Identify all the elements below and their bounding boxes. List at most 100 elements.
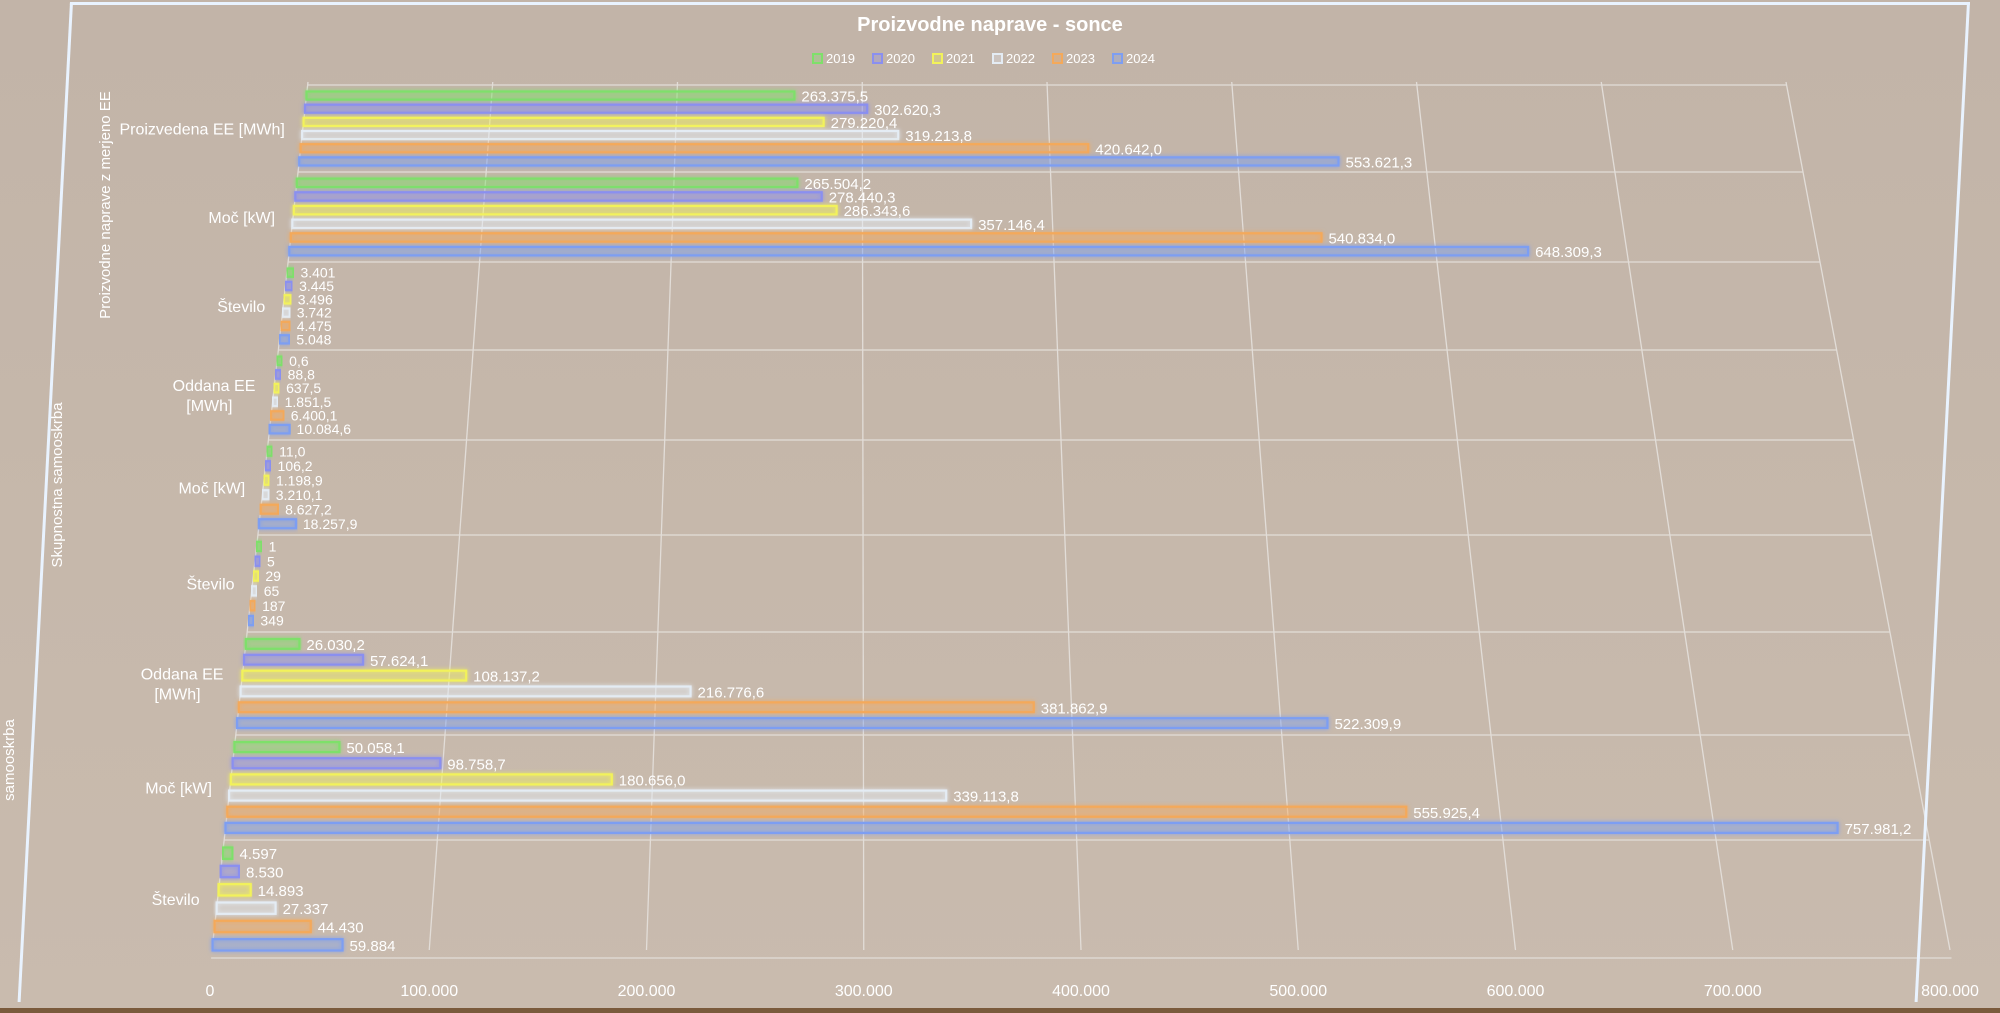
bar [266,445,274,457]
data-label: 18.257,9 [303,516,358,532]
data-label: 180.656,0 [619,772,686,789]
bar [285,267,295,278]
data-label: 3.210,1 [276,487,323,503]
data-label: 3.445 [299,278,334,294]
legend-swatch [992,53,1003,64]
bar [226,805,1408,818]
data-label: 420.642,0 [1095,141,1162,158]
data-label: 302.620,3 [874,102,941,119]
legend-swatch [812,53,823,64]
legend-label: 2020 [886,51,915,66]
x-tick-label: 0 [206,983,215,1000]
data-label: 1.198,9 [276,472,323,488]
legend-item: 2020 [872,51,915,66]
bar [279,320,291,332]
data-label: 65 [264,583,280,599]
bar [227,789,948,802]
data-label: 11,0 [279,443,305,459]
legend-item: 2019 [812,51,855,66]
category-label: Proizvedena EE [MWh] [119,122,284,139]
legend-swatch [932,53,943,64]
data-label: 8.627,2 [285,501,332,517]
data-label: 57.624,1 [370,653,428,670]
bar [237,701,1035,714]
data-label: 279.220,4 [831,115,898,132]
group-label: samooskrba [1,718,18,800]
x-tick-label: 200.000 [618,983,676,1000]
bar [261,489,270,501]
bar [248,600,257,612]
data-label: 263.375,5 [801,89,868,106]
bar [302,116,825,128]
data-label: 286.343,6 [844,203,911,220]
data-label: 637,5 [286,380,321,396]
legend-swatch [1112,53,1123,64]
data-label: 108.137,2 [473,669,540,686]
bar [233,740,341,754]
bar [231,757,442,770]
legend-item: 2023 [1052,51,1095,66]
bar [305,90,796,101]
data-label: 10.084,6 [297,421,352,437]
bar [295,177,799,189]
legend-label: 2021 [946,51,975,66]
data-label: 339.113,8 [953,789,1019,806]
category-labels: Proizvedena EE [MWh] Moč [kW] Število Oddan… [119,122,284,910]
bar [271,396,279,408]
bar [258,518,297,530]
bar [250,585,258,597]
bar [303,103,869,114]
data-label: 265.504,2 [804,176,871,193]
legend-label: 2022 [1006,51,1035,66]
data-label: 59.884 [350,938,396,955]
bar [298,156,1340,167]
category-label: Oddana EE [MWh] [173,378,256,415]
legend-swatch [1052,53,1063,64]
bar [274,369,282,380]
bar [253,555,262,567]
bar [268,423,291,435]
group-label: Proizvodne naprave z merjeno EE [97,91,114,319]
screen-frame [17,2,1971,1002]
x-tick-label: 500.000 [1269,983,1327,1000]
data-label: 29 [265,568,281,584]
data-label: 540.834,0 [1328,231,1395,248]
bar [247,614,255,627]
x-tick-label: 300.000 [835,983,893,1000]
data-label: 381.862,9 [1041,700,1108,717]
bar [278,334,291,345]
legend-swatch [872,53,883,64]
chart-title: Proizvodne naprave - sonce [857,14,1123,36]
data-label: 0,6 [289,353,309,369]
group-label: Skupnostna samooskrba [49,402,66,568]
x-tick-label: 700.000 [1704,983,1762,1000]
x-tick-label: 800.000 [1921,983,1979,1000]
bar [273,382,281,394]
data-label: 3.401 [300,265,335,281]
data-label: 3.742 [297,305,332,321]
bar [224,821,1839,835]
data-label: 5.048 [296,331,331,347]
bar [264,460,272,472]
bar [270,410,285,421]
category-label: Moč [kW] [145,781,212,798]
data-label: 27.337 [283,901,329,918]
bar [292,204,838,216]
bar [252,570,260,582]
data-label: 278.440,3 [829,190,896,207]
bar [301,129,900,141]
legend-label: 2024 [1126,51,1155,66]
data-label: 187 [262,598,286,614]
bar [213,919,312,934]
x-tick-label: 600.000 [1487,983,1545,1000]
data-label: 4.475 [297,318,332,334]
x-tick-label: 400.000 [1052,983,1110,1000]
category-label: Moč [kW] [208,210,275,227]
data-label: 1.851,5 [285,394,332,410]
grid-line-vertical [1415,81,1517,951]
bar [299,143,1090,154]
data-label: 6.400,1 [291,408,338,424]
